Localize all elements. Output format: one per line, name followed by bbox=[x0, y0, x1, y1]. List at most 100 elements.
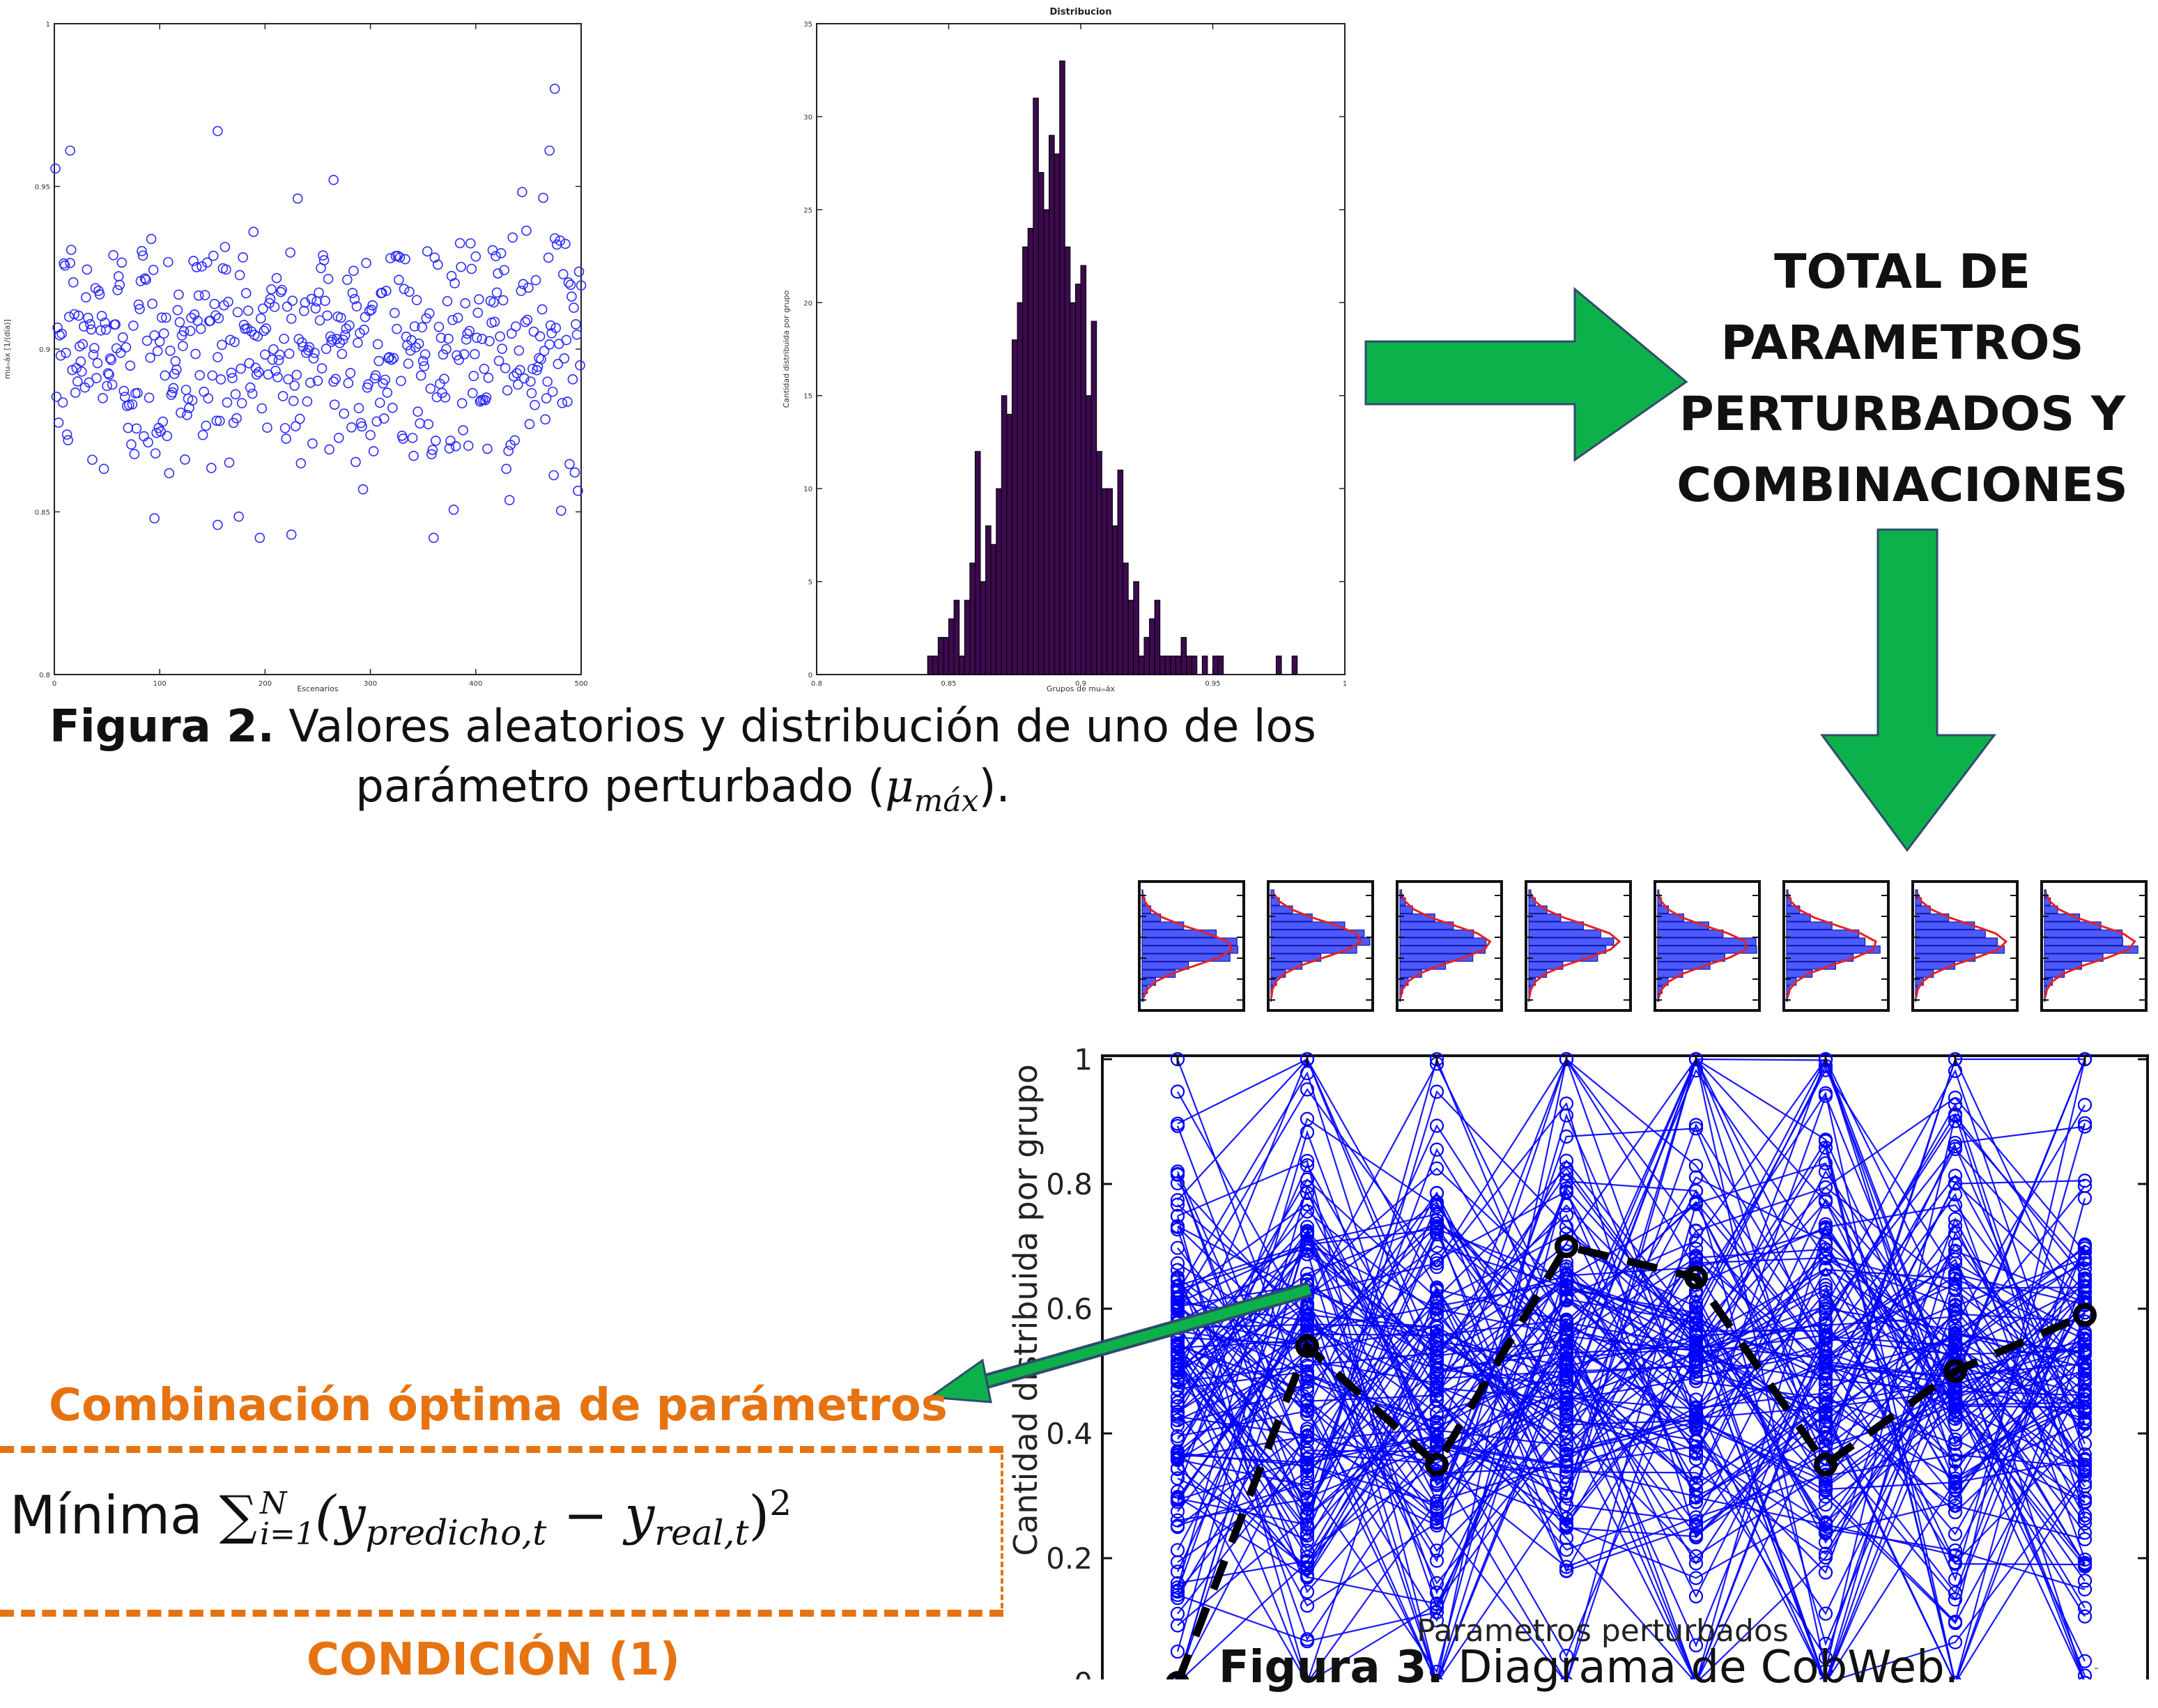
marginal-hist-bar bbox=[1786, 969, 1813, 978]
cobweb-marker bbox=[1688, 1305, 1704, 1320]
scatter-point bbox=[165, 345, 176, 356]
marginal-hist-bar bbox=[1786, 913, 1811, 922]
scatter-point bbox=[231, 413, 242, 424]
cobweb-marker bbox=[1948, 1107, 1963, 1122]
cobweb-marker bbox=[2077, 1241, 2093, 1256]
cobweb-line bbox=[1177, 1245, 2086, 1679]
scatter-point bbox=[234, 270, 245, 281]
hist-bar bbox=[1074, 284, 1081, 675]
cobweb-marker bbox=[1170, 1448, 1185, 1463]
scatter-point bbox=[351, 301, 362, 311]
hist-bar bbox=[964, 599, 971, 675]
cobweb-xlabel: Parametros perturbados bbox=[1417, 1613, 1789, 1649]
cobweb-marker bbox=[1948, 1585, 1963, 1601]
scatter-point bbox=[337, 334, 348, 345]
scatter-point bbox=[82, 264, 93, 275]
cobweb-line bbox=[1177, 1231, 2086, 1472]
cobweb-line bbox=[1177, 1059, 2086, 1605]
scatter-point bbox=[213, 352, 223, 362]
formula-sub-pred: predicho,t bbox=[365, 1512, 547, 1553]
scatter-point bbox=[56, 328, 67, 339]
scatter-point bbox=[238, 319, 249, 330]
cobweb-marker bbox=[1559, 1161, 1574, 1176]
scatter-point bbox=[547, 386, 558, 397]
scatter-point bbox=[59, 260, 70, 271]
scatter-point bbox=[96, 311, 107, 321]
scatter-point bbox=[503, 445, 514, 456]
marginal-hist-bar bbox=[1141, 993, 1144, 1002]
scatter-point bbox=[50, 163, 61, 174]
cobweb-line bbox=[1180, 1299, 2086, 1679]
scatter-point bbox=[562, 397, 573, 407]
scatter-point bbox=[108, 249, 118, 261]
optimal-combination-marker bbox=[1555, 1234, 1578, 1259]
marginal-hist-bar bbox=[1399, 913, 1435, 922]
scatter-point bbox=[242, 305, 254, 316]
marginal-hist-P3 bbox=[1397, 889, 1502, 1002]
marginal-hist-bar bbox=[1399, 905, 1413, 914]
scatter-point bbox=[345, 368, 356, 378]
scatter-point bbox=[314, 315, 325, 326]
scatter-point bbox=[543, 252, 554, 263]
total-label-line-4: COMBINACIONES bbox=[1677, 458, 2128, 513]
cobweb-marker bbox=[1559, 1498, 1574, 1512]
scatter-point bbox=[118, 385, 130, 397]
hist-bar bbox=[1059, 60, 1065, 675]
scatter-point bbox=[440, 392, 451, 403]
scatter-point bbox=[538, 192, 548, 203]
scatter-point bbox=[467, 387, 478, 399]
scatter-point bbox=[530, 399, 540, 410]
scatter-point bbox=[463, 440, 474, 451]
cobweb-marker bbox=[2077, 1119, 2093, 1134]
cobweb-marker bbox=[1688, 1309, 1704, 1323]
scatter-point bbox=[137, 245, 147, 256]
cobweb-marker bbox=[1688, 1510, 1704, 1525]
scatter-point bbox=[504, 495, 515, 505]
cobweb-marker bbox=[2077, 1178, 2093, 1193]
scatter-point bbox=[188, 256, 199, 266]
scatter-point bbox=[94, 289, 105, 300]
scatter-point bbox=[240, 288, 252, 298]
hist-bar bbox=[1096, 451, 1102, 675]
cobweb-marker bbox=[1429, 1392, 1444, 1407]
cobweb-marker bbox=[1300, 1393, 1315, 1408]
marginal-hist-bar bbox=[1786, 945, 1881, 954]
marginal-fit-curve bbox=[2044, 893, 2136, 998]
scatter-point bbox=[207, 370, 218, 381]
scatter-point bbox=[565, 279, 576, 291]
scatter-point bbox=[83, 312, 93, 323]
cobweb-marker bbox=[2077, 1532, 2093, 1546]
cobweb-marker bbox=[1170, 1300, 1185, 1315]
figure2-caption-sub: máx bbox=[914, 783, 979, 820]
scatter-point bbox=[190, 348, 201, 360]
figure2-caption-line2-suffix: ). bbox=[978, 761, 1010, 813]
marginal-hist-P2 bbox=[1268, 889, 1373, 1002]
hist-bar bbox=[969, 562, 976, 675]
scatter-point bbox=[222, 397, 233, 408]
hist-bar bbox=[1175, 655, 1182, 675]
cobweb-marker bbox=[1170, 1197, 1185, 1212]
scatter-point bbox=[268, 344, 279, 355]
cobweb-line bbox=[1177, 1057, 2086, 1564]
scatter-point bbox=[226, 367, 237, 378]
scatter-point bbox=[380, 286, 392, 296]
hist-bar bbox=[1180, 637, 1187, 675]
cobweb-marker bbox=[1948, 1572, 1963, 1587]
cobweb-marker bbox=[1688, 1446, 1704, 1461]
scatter-point bbox=[248, 226, 259, 238]
scatter-point bbox=[84, 377, 95, 388]
cobweb-marker bbox=[1948, 1555, 1963, 1570]
scatter-point bbox=[571, 329, 583, 340]
scatter-point bbox=[367, 300, 378, 311]
cobweb-marker bbox=[1559, 1564, 1574, 1578]
hist-bar bbox=[1107, 488, 1113, 675]
cobweb-marker bbox=[1948, 1527, 1963, 1541]
scatter-point bbox=[123, 422, 134, 433]
scatter-point bbox=[442, 295, 453, 307]
marginal-hist-P6 bbox=[1784, 889, 1888, 1002]
scatter-point bbox=[514, 345, 525, 356]
cobweb-marker bbox=[1948, 1399, 1963, 1413]
cobweb-marker bbox=[1300, 1065, 1315, 1081]
scatter-point bbox=[519, 373, 530, 384]
scatter-point bbox=[233, 511, 244, 522]
